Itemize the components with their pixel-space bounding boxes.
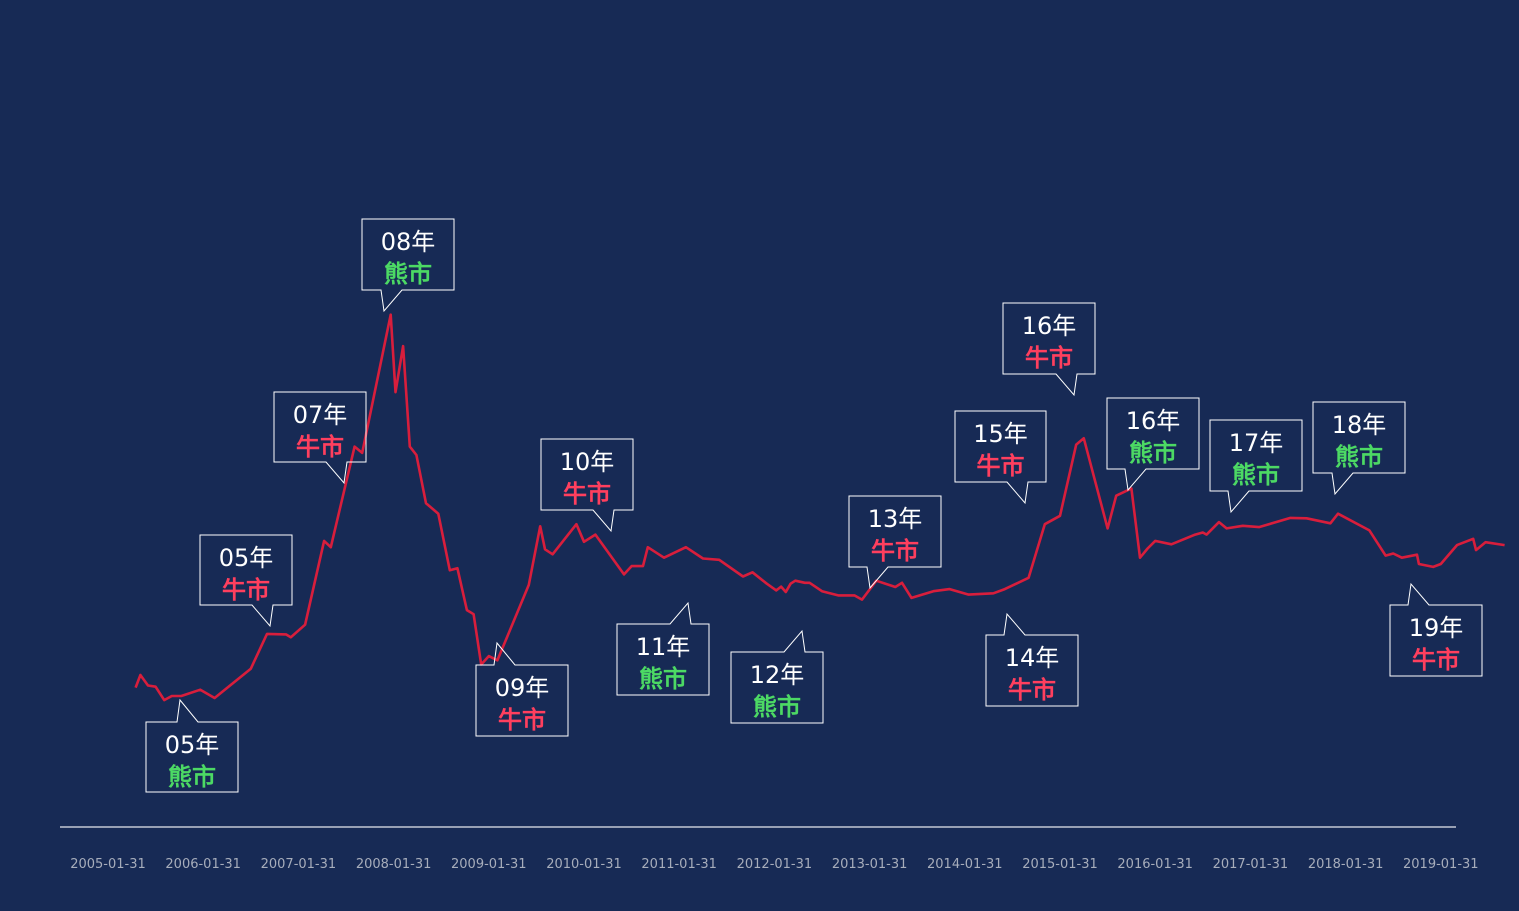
callout-year: 19年 [1409,614,1464,642]
callout-year: 05年 [219,544,274,572]
callout-status: 牛市 [1025,344,1073,372]
x-tick-label: 2012-01-31 [737,857,813,872]
callout-status: 牛市 [1412,646,1460,674]
callout-frame [273,391,367,485]
x-tick-label: 2016-01-31 [1117,857,1193,872]
callout-status: 牛市 [296,433,344,461]
callout-frame [540,438,634,533]
callout-status: 牛市 [871,537,919,565]
callout-frame [616,601,710,696]
callout-year: 07年 [293,401,348,429]
callout-status: 熊市 [384,260,432,288]
x-tick-label: 2015-01-31 [1022,857,1098,872]
x-tick-label: 2010-01-31 [546,857,622,872]
callout-year: 14年 [1005,644,1060,672]
callout-status: 熊市 [1335,443,1383,471]
x-tick-label: 2009-01-31 [451,857,527,872]
callout-year: 08年 [381,228,436,256]
callout-status: 熊市 [1129,439,1177,467]
series-line [134,313,1505,702]
x-tick-labels: 2005-01-31 2006-01-31 2007-01-31 2008-01-31… [70,857,1478,872]
callout-frame [1389,582,1483,677]
callout-frame [475,641,569,737]
callout-status: 牛市 [222,576,270,604]
callout-frame [1002,302,1096,397]
callout-status: 牛市 [498,706,546,734]
callout-frame [848,495,942,590]
callout-year: 13年 [868,505,923,533]
callout-frame [985,612,1079,707]
callout-status: 熊市 [1232,461,1280,489]
callout-year: 15年 [973,420,1028,448]
callout-frame [1312,401,1406,496]
callout-year: 12年 [750,661,805,689]
callout-frame [954,410,1047,505]
callout-status: 熊市 [168,763,216,791]
x-tick-label: 2008-01-31 [356,857,432,872]
callout-status: 牛市 [977,452,1025,480]
callout-year: 05年 [165,731,220,759]
x-tick-label: 2019-01-31 [1403,857,1479,872]
callout-year: 11年 [636,633,691,661]
callout-frame [361,218,455,313]
x-tick-label: 2005-01-31 [70,857,146,872]
callout-frame [730,629,824,724]
callout-year: 10年 [560,448,615,476]
x-tick-label: 2017-01-31 [1213,857,1289,872]
x-tick-label: 2013-01-31 [832,857,908,872]
line-layer [134,313,1505,702]
x-tick-label: 2011-01-31 [641,857,717,872]
callout-frame [1106,397,1200,492]
callout-year: 18年 [1332,411,1387,439]
callout-status: 熊市 [639,665,687,693]
callout-year: 16年 [1126,407,1181,435]
callout-frame [145,698,239,793]
x-tick-label: 2007-01-31 [261,857,337,872]
x-tick-label: 2006-01-31 [165,857,241,872]
callout-year: 17年 [1229,429,1284,457]
callout-frame [1209,419,1303,514]
callout-status: 熊市 [753,693,801,721]
callout-year: 09年 [495,674,550,702]
x-tick-label: 2014-01-31 [927,857,1003,872]
callout-year: 16年 [1022,312,1077,340]
callout-frame [199,534,293,628]
callout-status: 牛市 [563,480,611,508]
callout-status: 牛市 [1008,676,1056,704]
x-tick-label: 2018-01-31 [1308,857,1384,872]
